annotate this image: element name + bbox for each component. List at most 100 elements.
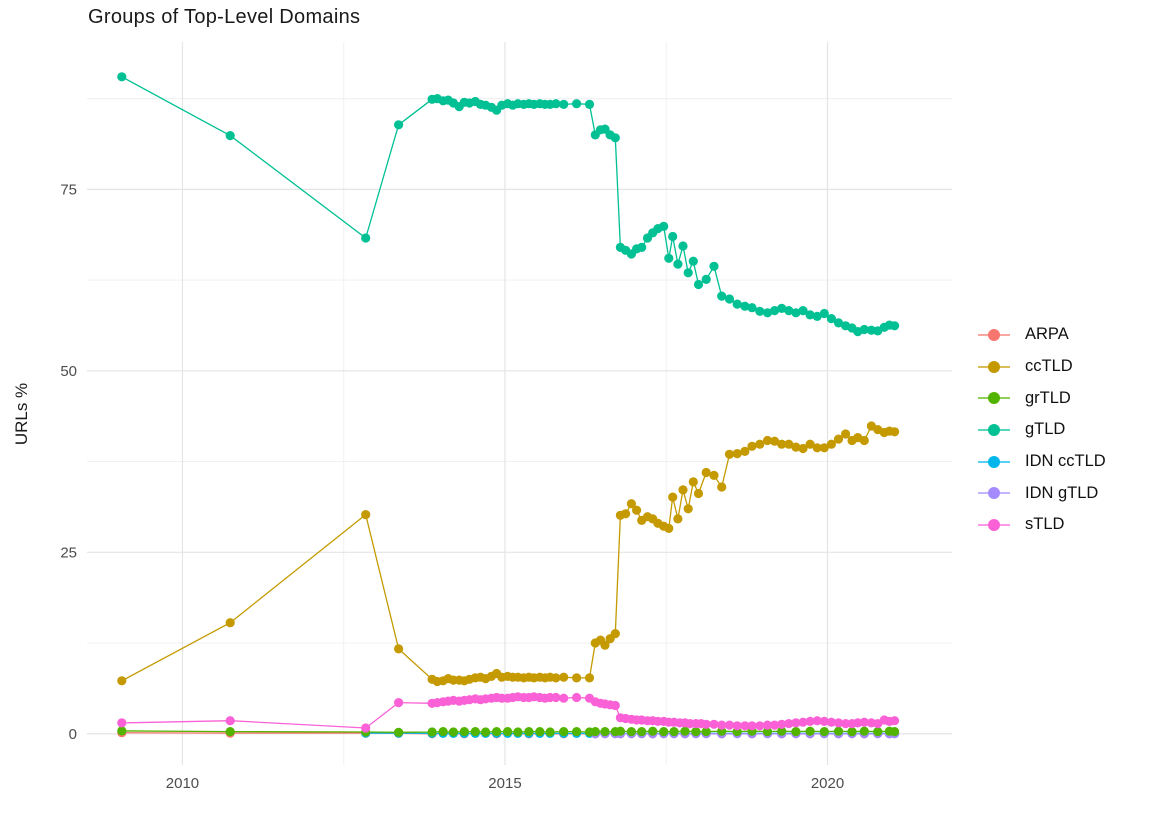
data-point <box>791 442 801 452</box>
legend: ARPA ccTLD grTLD gTLD IDN ccTLD IDN gTLD sTLD <box>978 319 1106 541</box>
data-point <box>841 719 851 729</box>
data-point <box>559 99 569 109</box>
legend-key-icon <box>978 487 1010 500</box>
data-point <box>805 726 815 736</box>
data-point <box>637 727 647 737</box>
data-point <box>798 306 808 316</box>
data-point <box>709 261 719 271</box>
data-point <box>225 727 235 737</box>
data-point <box>747 303 757 313</box>
data-point <box>691 727 701 737</box>
data-point <box>841 429 851 439</box>
data-point <box>847 727 857 737</box>
data-point <box>394 644 404 654</box>
data-point <box>678 241 688 251</box>
chart-title: Groups of Top-Level Domains <box>88 6 361 28</box>
data-point <box>545 727 555 737</box>
data-point <box>481 727 491 737</box>
legend-item-grTLD: grTLD <box>978 382 1106 414</box>
data-point <box>659 727 669 737</box>
legend-key-icon <box>978 518 1010 531</box>
data-point <box>225 716 235 726</box>
data-point <box>819 308 829 319</box>
data-point <box>859 726 869 736</box>
data-point <box>791 727 801 737</box>
data-point <box>770 306 780 316</box>
data-point <box>812 311 822 321</box>
legend-key-icon <box>978 455 1010 468</box>
data-point <box>470 727 480 737</box>
y-tick-label: 0 <box>69 726 77 743</box>
data-point <box>724 449 735 459</box>
data-point <box>833 726 844 736</box>
data-point <box>668 231 678 242</box>
legend-key-icon <box>978 392 1010 405</box>
y-tick-label: 75 <box>60 181 77 198</box>
data-point <box>770 720 780 730</box>
data-point <box>812 443 822 453</box>
x-tick-label: 2010 <box>166 775 199 792</box>
data-point <box>777 303 787 313</box>
data-point <box>693 279 704 290</box>
data-point <box>740 446 750 456</box>
data-point <box>791 718 801 728</box>
data-point <box>805 716 815 727</box>
data-point <box>394 120 404 130</box>
data-point <box>890 321 900 331</box>
data-point <box>740 721 750 731</box>
data-point <box>584 99 595 109</box>
data-point <box>559 672 569 682</box>
legend-item-IDN-ccTLD: IDN ccTLD <box>978 446 1106 478</box>
data-point <box>784 306 794 316</box>
series-gTLD <box>117 72 900 337</box>
data-point <box>798 443 808 454</box>
data-point <box>805 310 815 320</box>
axis-tick-labels: 0 25 50 75 2010 2015 2020 <box>60 181 844 792</box>
data-point <box>762 727 773 737</box>
legend-label: IDN gTLD <box>1025 483 1099 502</box>
data-point <box>394 698 404 708</box>
data-point <box>683 268 693 278</box>
legend-item-IDN-gTLD: IDN gTLD <box>978 477 1106 509</box>
data-point <box>572 727 582 737</box>
data-point <box>678 485 688 495</box>
data-point <box>572 692 582 703</box>
data-point <box>610 629 620 639</box>
data-point <box>610 133 620 143</box>
data-point <box>669 727 679 737</box>
legend-key-dot <box>988 392 1000 405</box>
data-point <box>551 692 561 703</box>
data-point <box>626 727 637 737</box>
data-point <box>798 717 808 727</box>
data-point <box>755 721 765 731</box>
data-point <box>680 726 690 736</box>
data-point <box>755 306 765 316</box>
data-point <box>819 443 829 453</box>
legend-label: ARPA <box>1025 325 1069 344</box>
data-point <box>559 727 569 737</box>
data-point <box>551 99 561 109</box>
data-point <box>361 723 371 733</box>
data-point <box>755 439 765 449</box>
data-point <box>524 727 534 737</box>
data-point <box>225 131 235 141</box>
data-point <box>890 716 900 726</box>
data-point <box>701 467 711 478</box>
legend-key-dot <box>988 423 1000 436</box>
data-point <box>621 509 631 519</box>
legend-item-sTLD: sTLD <box>978 509 1106 541</box>
data-point <box>535 727 545 737</box>
data-point <box>648 726 658 736</box>
data-point <box>732 721 742 731</box>
series-line <box>121 76 895 333</box>
data-point <box>492 727 502 737</box>
data-point <box>762 720 773 730</box>
x-tick-label: 2020 <box>811 775 844 792</box>
data-point <box>717 482 727 492</box>
data-point <box>632 505 642 515</box>
data-point <box>777 719 787 729</box>
y-tick-label: 25 <box>60 544 77 561</box>
data-point <box>784 439 794 449</box>
data-point <box>637 242 647 252</box>
data-point <box>890 427 900 437</box>
